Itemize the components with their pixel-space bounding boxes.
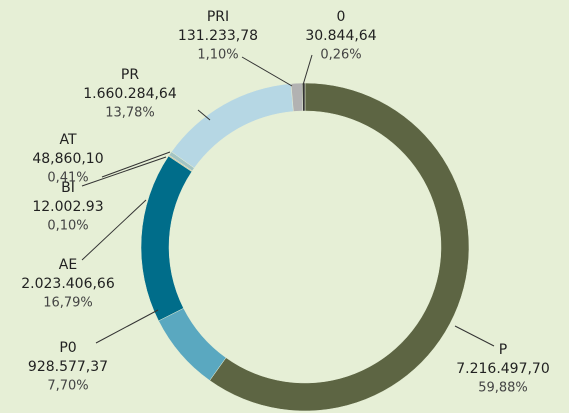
leader-line [101, 151, 171, 178]
slice [209, 82, 470, 412]
slice-percent: 16,79% [43, 296, 93, 311]
slice-percent: 0,41% [47, 171, 88, 186]
slice-name: AE [59, 257, 77, 273]
leader-line [81, 199, 147, 261]
leader-line [454, 325, 495, 347]
slice-name: P [499, 342, 507, 358]
slice [302, 82, 306, 112]
leader-line [241, 56, 293, 87]
slice-percent: 59,88% [478, 381, 528, 396]
slice-percent: 1,10% [197, 48, 238, 63]
slice-percent: 7,70% [47, 379, 88, 394]
slice-name: P0 [59, 340, 76, 356]
leader-line [81, 156, 167, 187]
slice-name: PRI [207, 9, 229, 25]
leader-line [197, 109, 211, 121]
slice-percent: 13,78% [105, 106, 155, 121]
slice-name: BI [61, 180, 75, 196]
slice-amount: 12.002.93 [32, 199, 103, 215]
slice-amount: 131.233,78 [178, 28, 258, 44]
slice-percent: 0,26% [320, 48, 361, 63]
leader-line [302, 54, 313, 86]
slice-amount: 30.844,64 [305, 28, 376, 44]
slice-amount: 48,860,10 [32, 151, 103, 167]
slice-name: AT [59, 132, 76, 148]
slice-amount: 1.660.284,64 [83, 86, 177, 102]
slice-name: 0 [337, 9, 346, 25]
slice-amount: 7.216.497,70 [456, 361, 550, 377]
slice-amount: 928.577,37 [28, 359, 108, 375]
leader-line [95, 309, 159, 344]
slice-name: PR [121, 67, 139, 83]
slice [171, 83, 294, 169]
slice-amount: 2.023.406,66 [21, 276, 115, 292]
slice [140, 155, 193, 322]
slice-percent: 0,10% [47, 219, 88, 234]
slice [158, 307, 227, 381]
